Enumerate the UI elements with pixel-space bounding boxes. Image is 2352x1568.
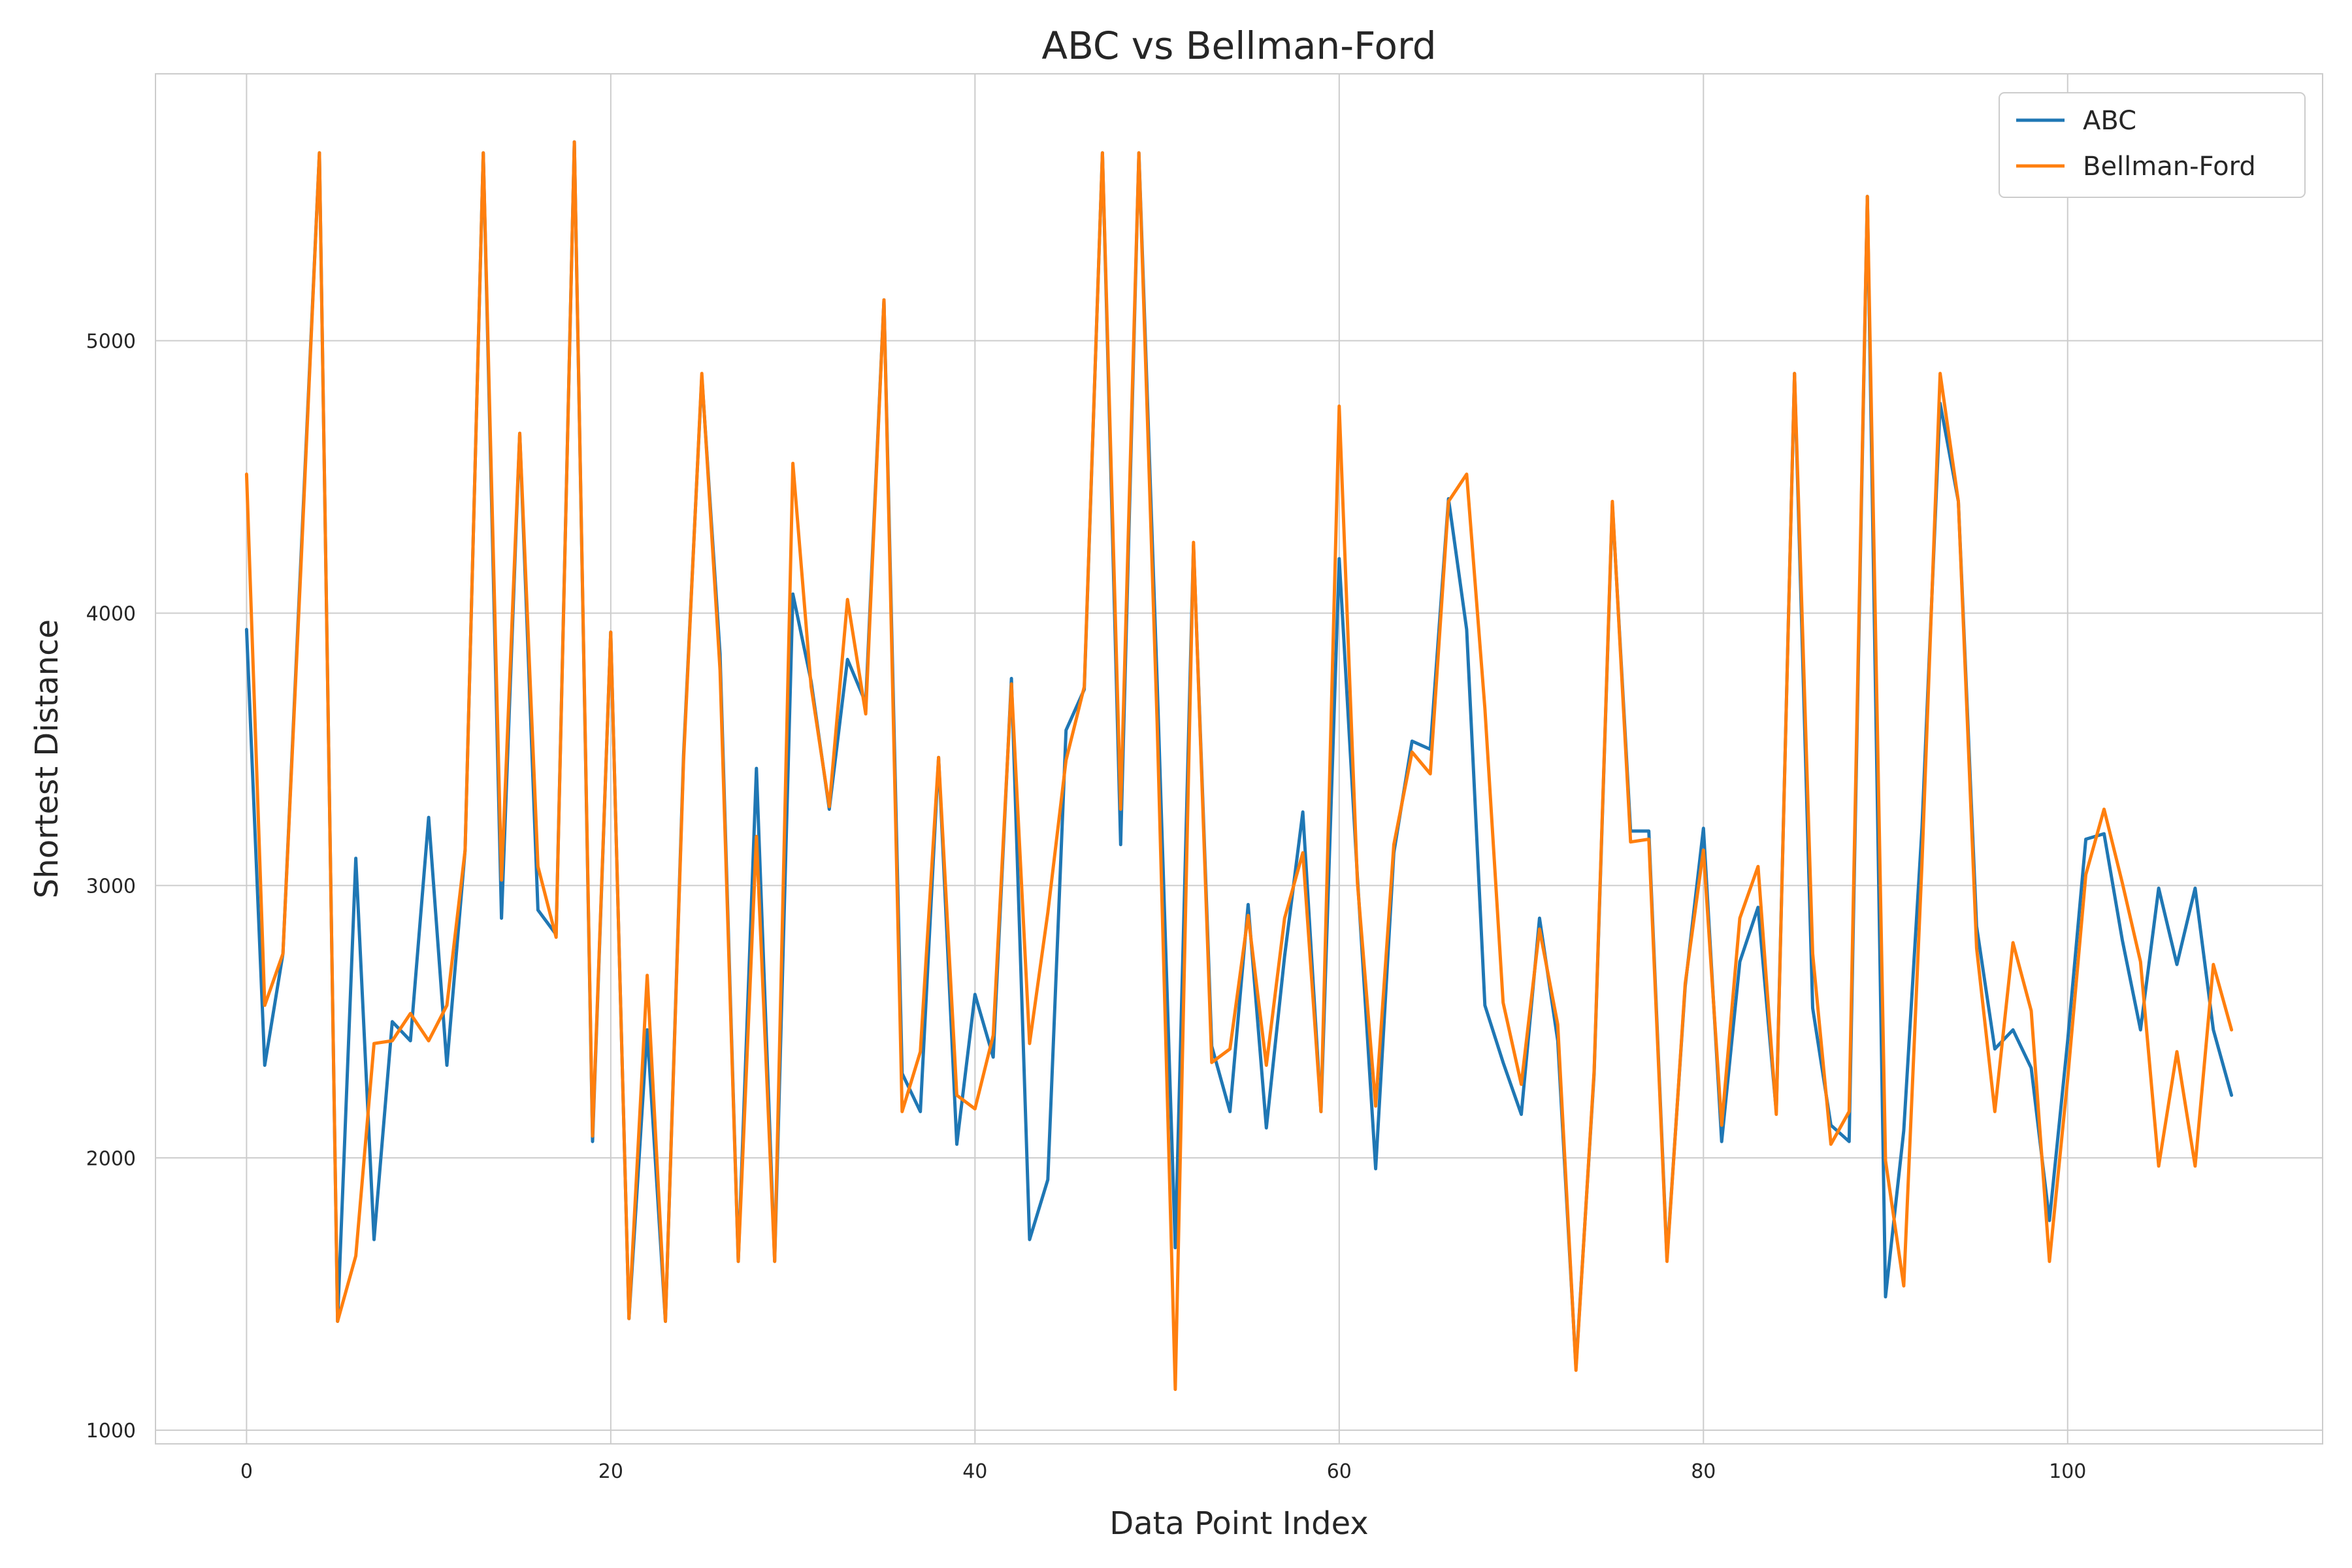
y-tick-label: 1000 (86, 1420, 136, 1443)
series-lines (244, 140, 2234, 1392)
series-line-bellman-ford (244, 140, 2234, 1392)
x-tick-label: 80 (1691, 1460, 1716, 1483)
legend: ABC Bellman-Ford (1999, 92, 2306, 198)
plot-area (155, 74, 2323, 1444)
plot-frame (155, 73, 2323, 1445)
x-tick-label: 20 (598, 1460, 623, 1483)
y-tick-label: 3000 (86, 875, 136, 898)
x-tick-label: 60 (1327, 1460, 1352, 1483)
x-axis-label: Data Point Index (1109, 1505, 1368, 1542)
legend-label-bellman-ford: Bellman-Ford (2083, 152, 2256, 182)
chart-title: ABC vs Bellman-Ford (1041, 24, 1436, 68)
y-axis-label: Shortest Distance (29, 619, 65, 898)
y-tick-label: 2000 (86, 1147, 136, 1170)
y-axis: 1000 2000 3000 4000 5000 (86, 331, 136, 1443)
x-tick-label: 100 (2049, 1460, 2086, 1483)
legend-box (1999, 92, 2306, 198)
y-tick-label: 4000 (86, 602, 136, 625)
legend-label-abc: ABC (2083, 106, 2136, 136)
x-tick-label: 40 (962, 1460, 987, 1483)
x-tick-label: 0 (240, 1460, 253, 1483)
x-axis: 0 20 40 60 80 100 (240, 1460, 2087, 1483)
gridlines (155, 74, 2323, 1444)
y-tick-label: 5000 (86, 331, 136, 353)
